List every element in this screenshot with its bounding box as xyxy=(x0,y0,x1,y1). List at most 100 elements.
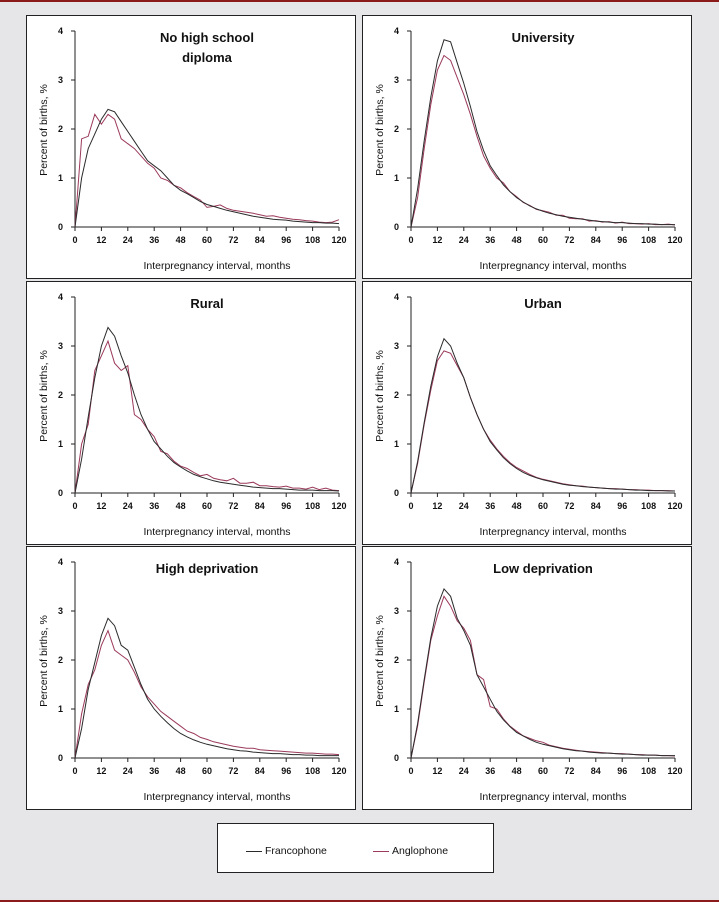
panel-title: Rural xyxy=(190,296,224,311)
x-axis-label: Interpregnancy interval, months xyxy=(143,526,291,538)
series-line-anglophone xyxy=(74,339,340,494)
x-tick-label: 72 xyxy=(228,766,238,776)
chart-panel: 0 1 2 3 4 0 12 24 36 48 60 72 84 96 108 120 Low deprivat… xyxy=(362,546,692,810)
x-axis-label: Interpregnancy interval, months xyxy=(143,791,291,803)
x-tick-label: 96 xyxy=(617,235,627,245)
y-tick-label: 0 xyxy=(394,753,399,763)
y-tick-label: 3 xyxy=(58,75,63,85)
x-axis-label: Interpregnancy interval, months xyxy=(479,526,627,538)
x-tick-label: 84 xyxy=(591,501,601,511)
x-tick-label: 108 xyxy=(305,235,320,245)
chart-panel: 0 1 2 3 4 0 12 24 36 48 60 72 84 96 108 120 High depriva… xyxy=(26,546,356,810)
x-tick-label: 72 xyxy=(228,235,238,245)
x-tick-label: 120 xyxy=(667,501,682,511)
y-tick-label: 2 xyxy=(394,390,399,400)
y-axis-label: Percent of births, % xyxy=(38,84,50,176)
y-axis-label: Percent of births, % xyxy=(38,615,50,707)
x-tick-label: 60 xyxy=(538,235,548,245)
y-tick-label: 0 xyxy=(58,222,63,232)
y-tick-label: 0 xyxy=(394,222,399,232)
series-line-anglophone xyxy=(74,113,340,228)
bottom-rule xyxy=(0,900,719,902)
x-tick-label: 36 xyxy=(485,235,495,245)
x-tick-label: 60 xyxy=(538,766,548,776)
x-tick-label: 108 xyxy=(305,501,320,511)
series-line-anglophone xyxy=(410,350,676,494)
y-tick-label: 2 xyxy=(394,124,399,134)
y-tick-label: 1 xyxy=(58,173,63,183)
series-line-anglophone xyxy=(410,595,676,759)
x-tick-label: 72 xyxy=(228,501,238,511)
x-tick-label: 36 xyxy=(149,235,159,245)
x-axis-label: Interpregnancy interval, months xyxy=(143,260,291,272)
x-tick-label: 24 xyxy=(459,235,469,245)
y-tick-label: 3 xyxy=(394,341,399,351)
x-tick-label: 84 xyxy=(255,235,265,245)
y-tick-label: 2 xyxy=(394,655,399,665)
x-tick-label: 0 xyxy=(72,501,77,511)
series-line-francophone xyxy=(410,39,675,228)
y-axis-label: Percent of births, % xyxy=(374,350,386,442)
panel-title: University xyxy=(511,30,575,45)
x-tick-label: 0 xyxy=(72,766,77,776)
x-tick-label: 48 xyxy=(176,766,186,776)
top-rule xyxy=(0,0,719,2)
x-tick-label: 84 xyxy=(255,766,265,776)
x-tick-label: 12 xyxy=(96,766,106,776)
x-tick-label: 84 xyxy=(591,235,601,245)
x-tick-label: 72 xyxy=(564,235,574,245)
x-tick-label: 72 xyxy=(564,766,574,776)
y-tick-label: 3 xyxy=(58,341,63,351)
x-tick-label: 96 xyxy=(617,501,627,511)
y-tick-label: 1 xyxy=(58,439,63,449)
legend-item-francophone: Francophone xyxy=(246,845,327,857)
x-tick-label: 108 xyxy=(641,501,656,511)
y-tick-label: 1 xyxy=(394,704,399,714)
y-tick-label: 3 xyxy=(58,606,63,616)
chart-panel: 0 1 2 3 4 0 12 24 36 48 60 72 84 96 108 120 Rural Percent… xyxy=(26,281,356,545)
chart-panel: 0 1 2 3 4 0 12 24 36 48 60 72 84 96 108 120 No high scho… xyxy=(26,15,356,279)
legend: Francophone Anglophone xyxy=(217,823,494,873)
x-tick-label: 60 xyxy=(538,501,548,511)
x-tick-label: 24 xyxy=(459,501,469,511)
x-tick-label: 120 xyxy=(331,766,346,776)
y-tick-label: 3 xyxy=(394,606,399,616)
y-tick-label: 0 xyxy=(58,488,63,498)
series-line-francophone xyxy=(74,108,340,228)
x-tick-label: 12 xyxy=(96,235,106,245)
y-tick-label: 3 xyxy=(394,75,399,85)
chart-panel: 0 1 2 3 4 0 12 24 36 48 60 72 84 96 108 120 Urban Percent… xyxy=(362,281,692,545)
y-tick-label: 4 xyxy=(58,292,63,302)
x-tick-label: 120 xyxy=(667,235,682,245)
y-tick-label: 1 xyxy=(394,173,399,183)
x-tick-label: 0 xyxy=(408,501,413,511)
x-tick-label: 36 xyxy=(149,766,159,776)
x-tick-label: 36 xyxy=(485,766,495,776)
x-tick-label: 72 xyxy=(564,501,574,511)
x-tick-label: 84 xyxy=(591,766,601,776)
y-tick-label: 4 xyxy=(394,26,399,36)
x-axis-label: Interpregnancy interval, months xyxy=(479,260,627,272)
anglophone-swatch xyxy=(373,850,389,852)
x-tick-label: 36 xyxy=(485,501,495,511)
x-tick-label: 24 xyxy=(123,501,133,511)
panel-title: Low deprivation xyxy=(493,561,593,576)
y-tick-label: 2 xyxy=(58,124,63,134)
panel-title: No high school diploma xyxy=(160,30,254,65)
x-tick-label: 0 xyxy=(72,235,77,245)
x-tick-label: 48 xyxy=(512,235,522,245)
y-tick-label: 0 xyxy=(394,488,399,498)
legend-label-anglophone: Anglophone xyxy=(392,845,449,857)
series-line-francophone xyxy=(74,617,339,759)
x-tick-label: 96 xyxy=(281,501,291,511)
x-tick-label: 0 xyxy=(408,766,413,776)
legend-item-anglophone: Anglophone xyxy=(373,845,448,857)
x-tick-label: 24 xyxy=(123,766,133,776)
y-tick-label: 1 xyxy=(58,704,63,714)
x-tick-label: 24 xyxy=(123,235,133,245)
y-tick-label: 4 xyxy=(394,292,399,302)
